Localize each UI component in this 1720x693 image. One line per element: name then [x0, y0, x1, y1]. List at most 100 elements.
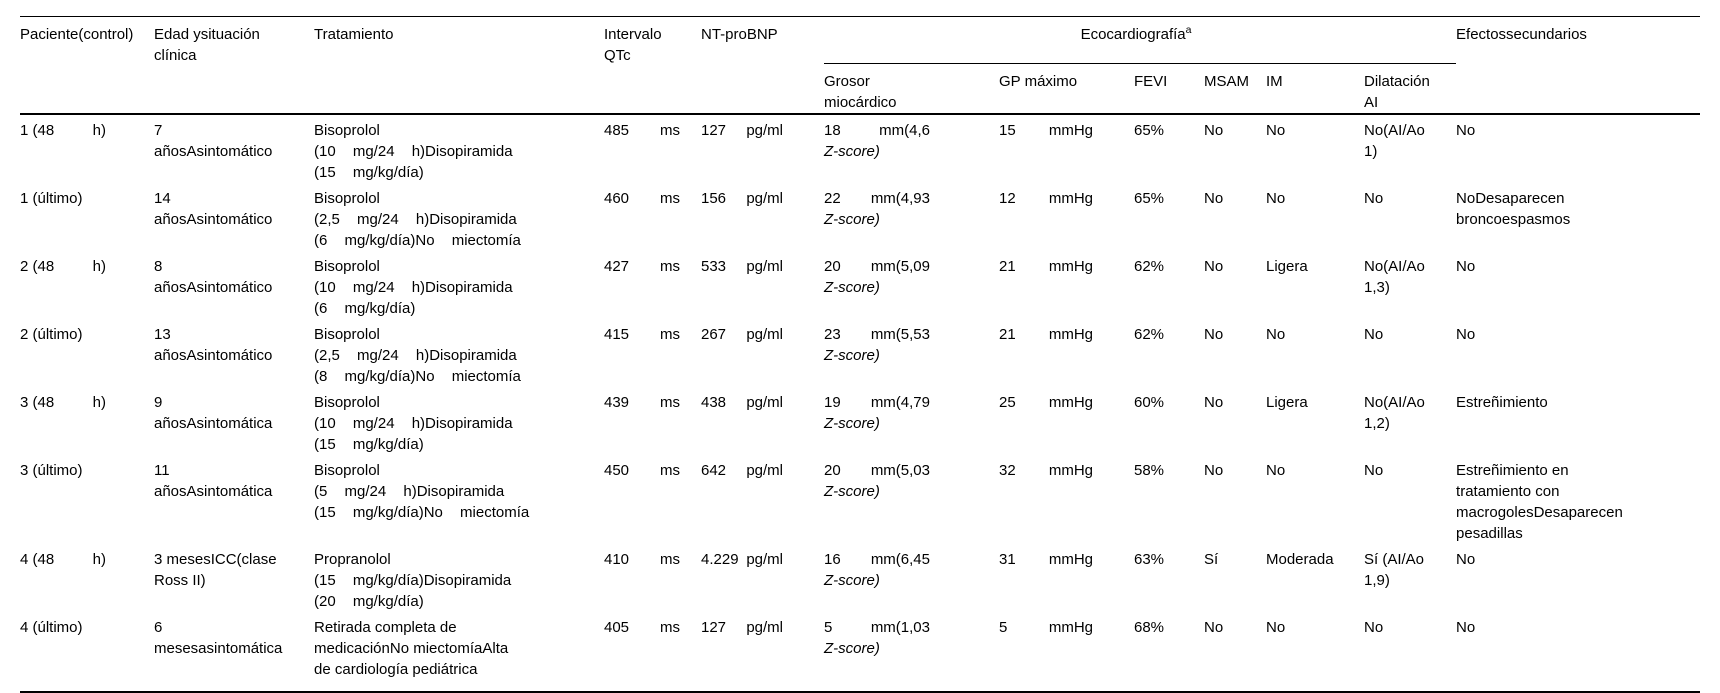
cell-paciente: 3 (48 h): [20, 387, 154, 455]
cell-grosor: 19 mm(4,79 Z-score): [824, 387, 999, 455]
gp-token: 12: [999, 190, 1016, 207]
gp: 12 mmHg: [999, 188, 1093, 209]
ntprobnp-token: pg/ml: [746, 551, 783, 568]
zscore-text: Z-score): [824, 483, 880, 500]
col-header-intervalo-qtc: Intervalo QTc: [604, 17, 701, 115]
qtc: 410 ms: [604, 549, 680, 570]
gp-token: 21: [999, 326, 1016, 343]
cell-gp-maximo: 21 mmHg: [999, 251, 1134, 319]
table-row: 2 (último) 13 añosAsintomático Bisoprolol (2…: [20, 319, 1700, 387]
gp-token: 5: [999, 619, 1008, 636]
cell-im: Ligera: [1266, 394, 1308, 411]
dilatacion-line: No: [1364, 326, 1384, 343]
tratamiento-line: (2,5 mg/24 h)Disopiramida: [314, 347, 517, 364]
qtc-token: 439: [604, 394, 630, 411]
cell-edad: 6 mesesasintomática: [154, 612, 314, 692]
cell-dilatacion-ai: No: [1364, 455, 1456, 544]
ntprobnp-token: pg/ml: [746, 190, 783, 207]
col-header-intervalo-qtc-label: Intervalo QTc: [604, 26, 662, 64]
table-row: 1 (último) 14 añosAsintomático Bisoprolol (2…: [20, 183, 1700, 251]
tratamiento-line: (15 mg/kg/día): [314, 436, 424, 453]
cell-fevi: 60%: [1134, 394, 1165, 411]
cell-paciente: 1 (48 h): [20, 114, 154, 183]
qtc-token: ms: [660, 394, 680, 411]
cell-dilatacion-ai: No: [1364, 319, 1456, 387]
cell-tratamiento: Bisoprolol (10 mg/24 h)Disopiramida (6 mg/…: [314, 251, 604, 319]
paciente: 4 (48 h): [20, 549, 106, 570]
cell-paciente: 4 (48 h): [20, 544, 154, 612]
ntprobnp-token: pg/ml: [746, 258, 783, 275]
ntprobnp-token: pg/ml: [746, 326, 783, 343]
tratamiento-line: Bisoprolol: [314, 394, 380, 411]
paciente-token: h): [92, 258, 106, 275]
col-header-im-label: IM: [1266, 73, 1283, 90]
dilatacion-line: 1,3): [1364, 279, 1390, 296]
cell-im: No: [1266, 462, 1286, 479]
qtc: 485 ms: [604, 120, 680, 141]
edad-line: añosAsintomático: [154, 211, 273, 228]
tratamiento-line: Bisoprolol: [314, 122, 380, 139]
ntprobnp-token: 438: [701, 394, 727, 411]
cell-paciente: 2 (48 h): [20, 251, 154, 319]
cell-tratamiento: Retirada completa de medicaciónNo miectom…: [314, 612, 604, 692]
qtc-token: ms: [660, 551, 680, 568]
gp: 21 mmHg: [999, 324, 1093, 345]
table-row: 2 (48 h) 8 añosAsintomático Bisoprolol (10 mg…: [20, 251, 1700, 319]
col-header-msam-label: MSAM: [1204, 73, 1249, 90]
tratamiento-line: (6 mg/kg/día)No miectomía: [314, 232, 521, 249]
cell-qtc: 405 ms: [604, 612, 701, 692]
cell-dilatacion-ai: No: [1364, 612, 1456, 692]
paciente-token: 3 (último): [20, 462, 83, 479]
col-header-efectos-label: Efectossecundarios: [1456, 26, 1587, 43]
gp: 5 mmHg: [999, 617, 1093, 638]
tratamiento-line: (15 mg/kg/día): [314, 164, 424, 181]
table-header: Paciente(control) Edad ysituación clínic…: [20, 16, 1701, 115]
cell-qtc: 485 ms: [604, 114, 701, 183]
zscore-text: Z-score): [824, 279, 880, 296]
ntprobnp-token: pg/ml: [746, 122, 783, 139]
dilatacion-line: 1): [1364, 143, 1378, 160]
tratamiento-line: Bisoprolol: [314, 462, 380, 479]
dilatacion-line: No: [1364, 190, 1384, 207]
zscore-text: Z-score): [824, 572, 880, 589]
qtc: 450 ms: [604, 460, 680, 481]
cell-edad: 8 añosAsintomático: [154, 251, 314, 319]
ntprobnp-token: 267: [701, 326, 727, 343]
tratamiento-line: (6 mg/kg/día): [314, 300, 416, 317]
grosor-token: mm(4,6: [879, 122, 930, 139]
tratamiento-line: Propranolol: [314, 551, 391, 568]
paciente: 3 (último): [20, 460, 106, 481]
col-header-edad-label: Edad ysituación clínica: [154, 26, 260, 64]
qtc: 405 ms: [604, 617, 680, 638]
cell-msam: No: [1204, 190, 1224, 207]
efectos-line: Estreñimiento en: [1456, 462, 1569, 479]
cell-msam: No: [1204, 394, 1224, 411]
cell-ntprobnp: 127 pg/ml: [701, 114, 824, 183]
cell-grosor: 23 mm(5,53 Z-score): [824, 319, 999, 387]
cell-edad: 11 añosAsintomática: [154, 455, 314, 544]
cell-im: No: [1266, 619, 1286, 636]
qtc-token: ms: [660, 619, 680, 636]
cell-dilatacion-ai: Sí (AI/Ao 1,9): [1364, 544, 1456, 612]
grosor-token: mm(4,93: [870, 190, 930, 207]
tratamiento-line: (15 mg/kg/día)Disopiramida: [314, 572, 512, 589]
qtc-token: ms: [660, 462, 680, 479]
efectos-line: Estreñimiento: [1456, 394, 1548, 411]
grosor-token: mm(5,09: [870, 258, 930, 275]
efectos-line: macrogolesDesaparecen: [1456, 504, 1623, 521]
cell-qtc: 450 ms: [604, 455, 701, 544]
clinical-table: Paciente(control) Edad ysituación clínic…: [20, 16, 1701, 693]
col-header-gp-maximo: GP máximo: [999, 64, 1134, 115]
grosor-zscore: Z-score): [824, 413, 991, 434]
edad-line: 14: [154, 190, 171, 207]
cell-paciente: 2 (último): [20, 319, 154, 387]
qtc: 439 ms: [604, 392, 680, 413]
cell-dilatacion-ai: No: [1364, 183, 1456, 251]
cell-tratamiento: Bisoprolol (10 mg/24 h)Disopiramida (15 mg…: [314, 387, 604, 455]
col-header-ntprobnp: NT-proBNP: [701, 17, 824, 115]
qtc-token: 460: [604, 190, 630, 207]
zscore-text: Z-score): [824, 640, 880, 657]
qtc-token: 427: [604, 258, 630, 275]
ntprobnp: 127 pg/ml: [701, 617, 783, 638]
table-body: 1 (48 h) 7 añosAsintomático Bisoprolol (10 mg…: [20, 114, 1700, 692]
